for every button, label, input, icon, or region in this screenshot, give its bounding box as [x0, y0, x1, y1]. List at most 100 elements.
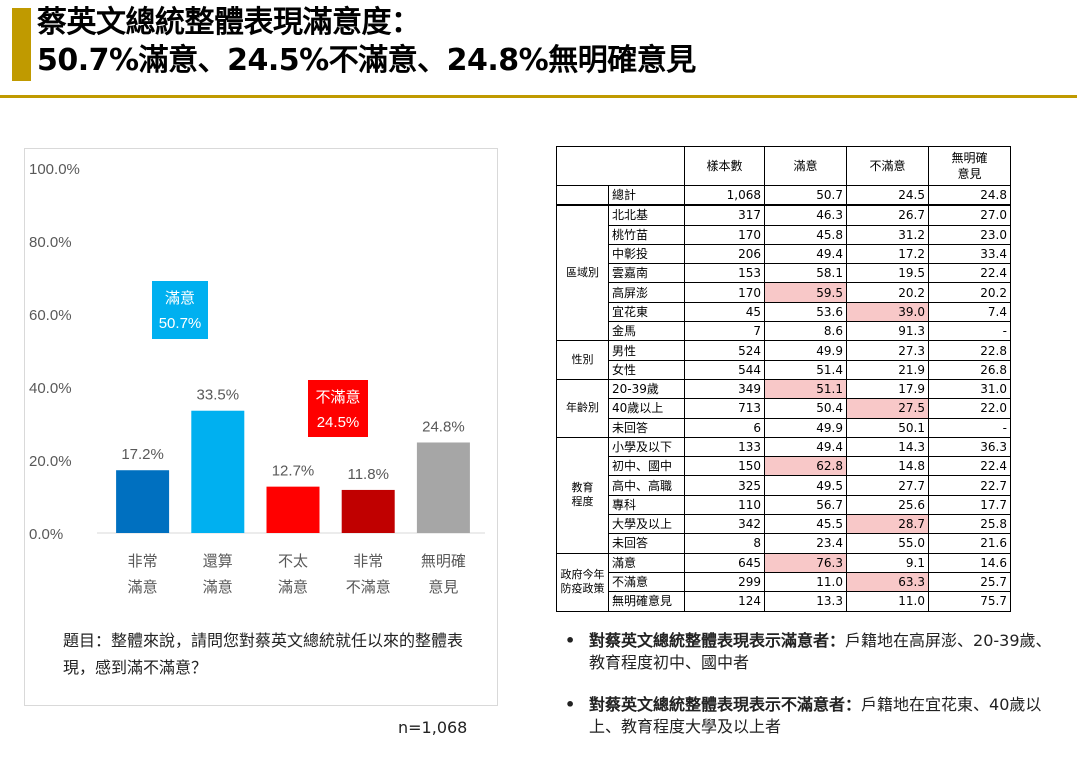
table-cell: 342: [684, 514, 765, 535]
row-label: 無明確意見: [608, 591, 685, 612]
table-header-row: 樣本數 滿意 不滿意 無明確 意見: [556, 146, 1011, 186]
row-label: 40歲以上: [608, 398, 685, 419]
table-cell: 17.2: [846, 243, 929, 265]
table-cell: 22.0: [928, 398, 1011, 419]
highlighted-cell: 62.8: [764, 456, 847, 477]
table-cell: 27.7: [846, 475, 929, 496]
table-row: 未回答 8 23.4 55.0 21.6: [557, 533, 1011, 554]
crosstab-table-wrap: 樣本數 滿意 不滿意 無明確 意見 總計 1,068 50.7 24.5 24.8 區域別 北北基 31…: [556, 146, 1011, 612]
table-row: 金馬 7 8.6 91.3-: [557, 321, 1011, 342]
column-header: 樣本數: [684, 146, 765, 186]
table-cell: 55.0: [846, 533, 929, 554]
row-label: 中彰投: [608, 243, 685, 265]
bar: [191, 410, 245, 533]
row-label: 桃竹苗: [608, 224, 685, 245]
group-label: 性別: [556, 340, 609, 380]
table-cell: 110: [684, 494, 765, 516]
bar-value-label: 17.2%: [121, 446, 164, 463]
table-cell: 20.2: [846, 282, 929, 303]
table-cell: 14.6: [928, 552, 1011, 573]
table-cell: 36.3: [928, 436, 1011, 458]
table-cell: 11.0: [846, 591, 929, 612]
chart-panel: 0.0% 20.0% 40.0% 60.0% 80.0% 100.0% 17.2% 非常 滿意 3…: [24, 148, 498, 706]
bar: [416, 442, 470, 533]
row-label: 未回答: [608, 533, 685, 554]
table-cell: 46.3: [764, 204, 847, 226]
sample-size: n=1,068: [398, 718, 468, 737]
bar: [341, 489, 395, 533]
table-cell: 325: [684, 475, 765, 496]
title-accent-bar: [12, 8, 31, 81]
bullet-icon: •: [565, 631, 576, 650]
group-label: 區域別: [556, 204, 609, 342]
table-cell: 51.4: [764, 359, 847, 380]
table-cell: 27.0: [928, 204, 1011, 226]
table-cell: 13.3: [764, 591, 847, 612]
bar: [116, 470, 170, 533]
row-label: 未回答: [608, 417, 685, 438]
table-cell: 58.1: [764, 263, 847, 284]
table-row: 中彰投 206 49.4 17.2 33.4: [557, 243, 1011, 265]
table-cell: 21.9: [846, 359, 929, 380]
table-row: 宜花東 45 53.6 39.0 7.4: [557, 301, 1011, 323]
y-tick-label: 0.0%: [29, 526, 63, 543]
table-row: 政府今年 防疫政策 滿意 645 76.3 9.1 14.6: [556, 552, 1011, 612]
bar-chart: 0.0%20.0%40.0%60.0%80.0%100.0%17.2%非常滿意3…: [29, 161, 485, 596]
table-row: 教育 程度 小學及以下 133 49.4 14.3 36.3: [556, 436, 1011, 554]
x-category-label: 意見: [428, 578, 458, 596]
table-row: 專科 110 56.7 25.6 17.7: [557, 494, 1011, 516]
x-category-label: 非常: [353, 552, 383, 570]
table-row: 桃竹苗 170 45.8 31.2 23.0: [557, 224, 1011, 245]
table-cell: 53.6: [764, 301, 847, 323]
table-row: 不滿意 299 11.0 63.3 25.7: [557, 571, 1011, 593]
table-row: 雲嘉南 153 58.1 19.5 22.4: [557, 263, 1011, 284]
table-cell: 26.7: [846, 204, 929, 226]
table-cell: 50.1: [846, 417, 929, 438]
callout-value: 50.7%: [159, 315, 202, 332]
table-cell: 22.8: [928, 340, 1011, 361]
group-label: 教育 程度: [556, 436, 609, 554]
table-cell: 49.4: [764, 243, 847, 265]
y-tick-label: 100.0%: [29, 161, 80, 178]
table-row: 女性 544 51.4 21.9 26.8: [557, 359, 1011, 380]
y-tick-label: 80.0%: [29, 234, 72, 251]
table-cell: 25.8: [928, 514, 1011, 535]
table-cell: 22.4: [928, 456, 1011, 477]
page-title: 蔡英文總統整體表現滿意度： 50.7%滿意、24.5%不滿意、24.8%無明確意…: [37, 4, 696, 80]
table-cell: 23.4: [764, 533, 847, 554]
group-label: 年齡別: [556, 378, 609, 438]
bar-value-label: 24.8%: [422, 418, 465, 435]
table-row: 性別 男性 524 49.9 27.3 22.8: [556, 340, 1011, 380]
row-label: 初中、國中: [608, 456, 685, 477]
table-cell: 33.4: [928, 243, 1011, 265]
table-cell: 524: [684, 340, 765, 361]
bar: [266, 486, 320, 533]
highlighted-cell: 28.7: [846, 514, 929, 535]
table-cell: 49.9: [764, 417, 847, 438]
table-cell: 45: [684, 301, 765, 323]
row-label: 女性: [608, 359, 685, 380]
table-corner-cell: [556, 146, 685, 186]
table-cell: 1,068: [684, 185, 765, 207]
bullet-icon: •: [565, 695, 576, 714]
row-label: 小學及以下: [608, 436, 685, 458]
table-row: 高中、高職 325 49.5 27.7 22.7: [557, 475, 1011, 496]
table-cell: 49.9: [764, 340, 847, 361]
table-cell: 31.2: [846, 224, 929, 245]
table-cell: [556, 185, 609, 207]
table-cell: 124: [684, 591, 765, 612]
row-label: 金馬: [608, 321, 685, 342]
x-category-label: 非常: [128, 552, 158, 570]
row-label: 總計: [608, 185, 685, 207]
note-text: 對蔡英文總統整體表現表示滿意者：戶籍地在高屏澎、20-39歲、教育程度初中、國中…: [589, 631, 1052, 672]
table-cell: -: [928, 321, 1011, 342]
table-cell: 8: [684, 533, 765, 554]
note-heading: 對蔡英文總統整體表現表示不滿意者：: [589, 695, 862, 714]
table-cell: 11.0: [764, 571, 847, 593]
table-cell: 9.1: [846, 552, 929, 573]
x-category-label: 無明確: [421, 552, 466, 570]
table-row: 年齡別 20-39歲 349 51.1 17.9 31.0: [556, 378, 1011, 438]
row-label: 大學及以上: [608, 514, 685, 535]
table-cell: 56.7: [764, 494, 847, 516]
table-cell: 170: [684, 282, 765, 303]
